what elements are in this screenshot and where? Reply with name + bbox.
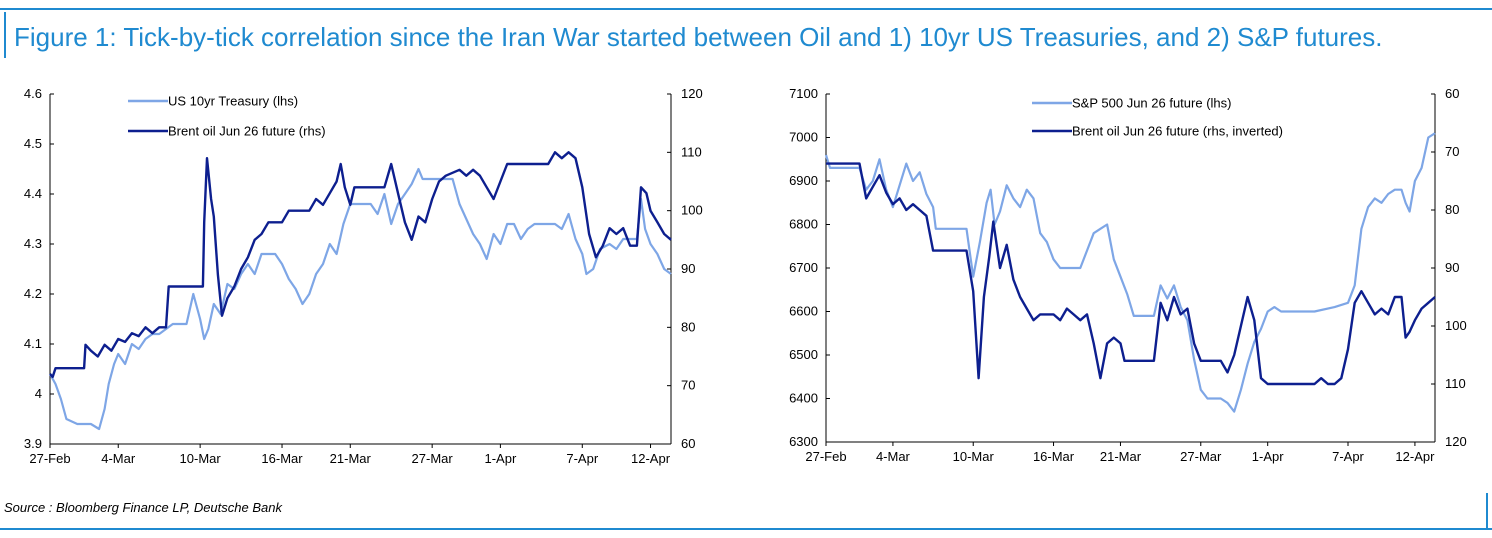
c1-left-tick-label: 3.9 [24, 436, 42, 451]
figure-top-rule [0, 8, 1492, 10]
c1-left-tick-label: 4 [35, 386, 42, 401]
c1-right-tick-label: 70 [681, 378, 695, 393]
c1-x-tick-label: 10-Mar [180, 451, 222, 466]
c1-right-tick-label: 80 [681, 319, 695, 334]
c1-series-oil-line [49, 151, 672, 379]
c1-right-tick-label: 90 [681, 261, 695, 276]
c1-x-tick-label: 27-Mar [412, 451, 454, 466]
figure-left-accent-bar [4, 12, 6, 58]
c1-legend-label: US 10yr Treasury (lhs) [168, 94, 298, 109]
c1-x-tick-label: 12-Apr [631, 451, 671, 466]
c1-x-tick-label: 27-Feb [29, 451, 70, 466]
c1-left-tick-label: 4.2 [24, 286, 42, 301]
c1-x-tick-label: 4-Mar [101, 451, 136, 466]
c1-series-primary-line [49, 167, 672, 431]
c1-left-tick-label: 4.3 [24, 236, 42, 251]
c1-x-tick-label: 21-Mar [330, 451, 372, 466]
c1-x-tick-label: 16-Mar [261, 451, 303, 466]
figure-bottom-rule [0, 528, 1492, 530]
c1-right-tick-label: 100 [681, 203, 703, 218]
c1-right-tick-label: 120 [681, 86, 703, 101]
c1-left-tick-label: 4.4 [24, 186, 42, 201]
figure-title: Figure 1: Tick-by-tick correlation since… [14, 22, 1383, 52]
c1-right-tick-label: 60 [681, 436, 695, 451]
c1-left-tick-label: 4.1 [24, 336, 42, 351]
figure-right-accent-bar [1486, 493, 1488, 528]
c1-left-tick-label: 4.5 [24, 136, 42, 151]
c1-x-tick-label: 1-Apr [484, 451, 516, 466]
c1-right-tick-label: 110 [681, 144, 702, 159]
c1-legend-label: Brent oil Jun 26 future (rhs) [168, 124, 326, 139]
c1-left-tick-label: 4.6 [24, 86, 42, 101]
c1-x-tick-label: 7-Apr [566, 451, 598, 466]
figure-source: Source : Bloomberg Finance LP, Deutsche … [4, 500, 282, 515]
